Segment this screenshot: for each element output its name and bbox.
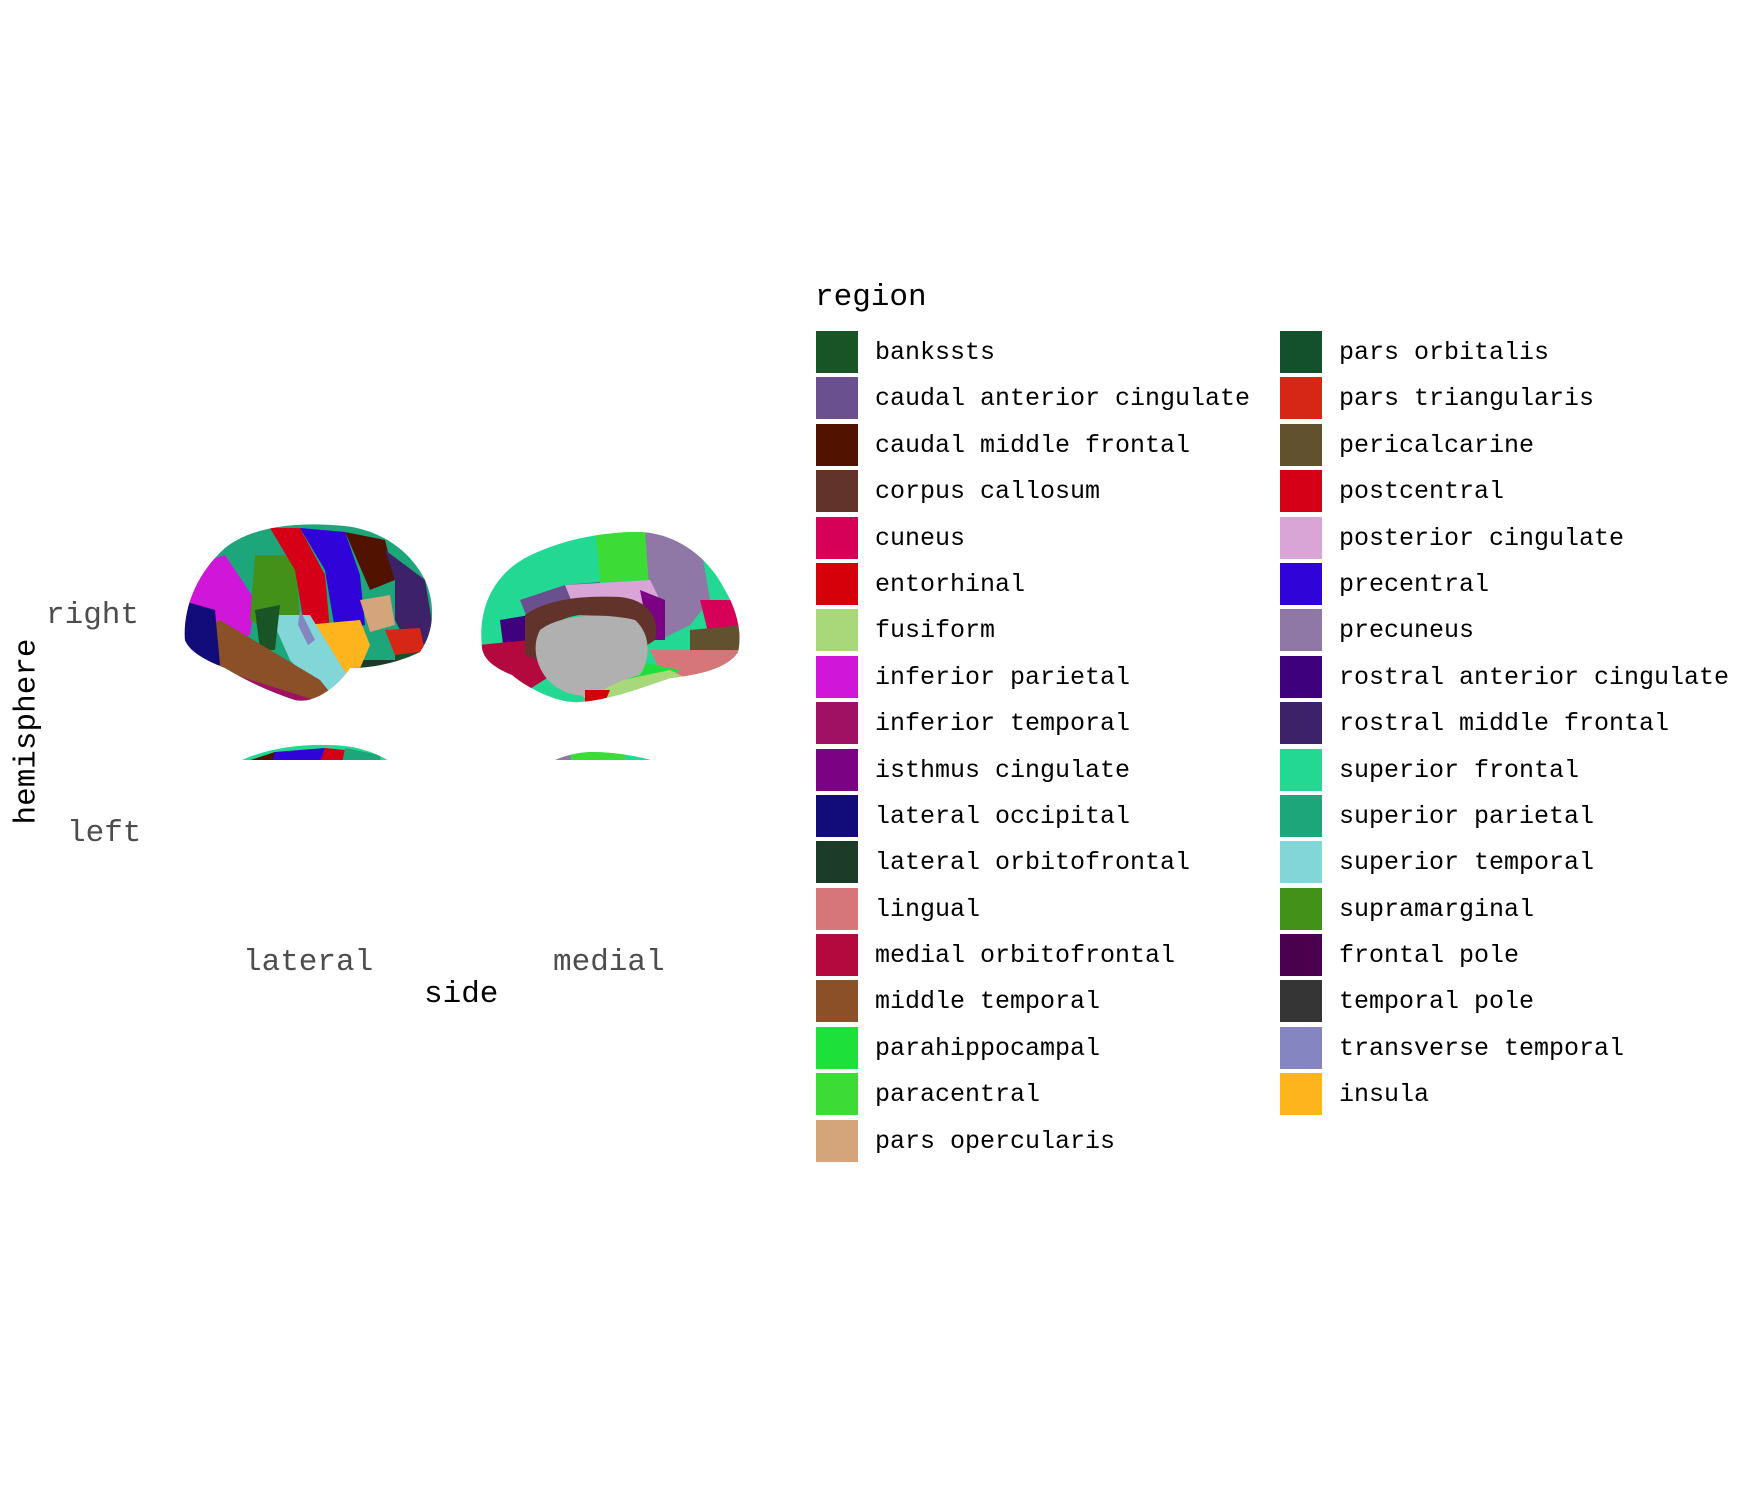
legend-key-swatch [1279,330,1323,374]
legend-key-swatch [1279,979,1323,1024]
legend-label: parahippocampal [875,1033,1101,1063]
legend-label: insula [1339,1080,1430,1110]
legend-key-swatch [815,840,859,885]
legend-key-swatch [1279,701,1323,746]
legend-label: posterior cingulate [1339,523,1625,553]
legend-label: pericalcarine [1339,430,1535,460]
legend-label: postcentral [1339,477,1505,507]
legend-label: lateral orbitofrontal [875,848,1191,878]
legend-key-swatch [1279,469,1323,514]
legend-label: middle temporal [875,987,1101,1017]
legend-label: isthmus cingulate [875,755,1131,785]
legend-label: corpus callosum [875,477,1101,507]
legend-label: inferior temporal [875,709,1131,739]
legend-label: caudal middle frontal [875,430,1191,460]
legend-key-swatch [815,979,859,1024]
legend-key-swatch [815,933,859,978]
legend-label: pars opercularis [875,1126,1116,1156]
legend-key-swatch [815,330,859,374]
legend-key-swatch [1279,1072,1323,1117]
x-axis-title: side [424,977,499,1012]
x-label-medial: medial [553,945,665,980]
legend-key-swatch [815,1025,859,1070]
legend-key-swatch [1279,886,1323,931]
legend-key-swatch [815,747,859,792]
legend-key-swatch [1279,515,1323,560]
brain-panels [184,524,741,760]
legend-key-swatch [1279,654,1323,699]
legend-key-swatch [1279,376,1323,421]
legend-label: precuneus [1339,616,1475,646]
legend-label: rostral anterior cingulate [1339,662,1730,692]
legend-key-swatch [815,376,859,421]
legend-label: frontal pole [1339,941,1520,971]
legend-key-swatch [1279,793,1323,838]
legend-key-swatch [815,1118,859,1163]
legend-label: bankssts [875,338,996,367]
legend-key-swatch [1279,561,1323,606]
legend-label: superior parietal [1339,801,1595,831]
legend-key-swatch [1279,608,1323,653]
legend-key-swatch [815,515,859,560]
legend-label: caudal anterior cingulate [875,384,1251,414]
legend-key-swatch [815,886,859,931]
legend-label: lingual [875,894,981,924]
legend-key-swatch [815,561,859,606]
y-label-right: right [46,598,140,633]
legend-key-swatch [815,469,859,514]
legend-label: cuneus [875,523,966,553]
legend-label: fusiform [875,616,996,646]
legend-label: precentral [1339,569,1490,599]
legend-label: rostral middle frontal [1339,709,1670,739]
brain-medial-left [491,752,741,760]
brain-medial-right [481,532,740,703]
legend-label: paracentral [875,1080,1041,1110]
brain-lateral-right [184,524,433,701]
legend-label: supramarginal [1339,894,1535,924]
legend-key-swatch [815,1072,859,1117]
y-axis-title: hemisphere [9,638,45,825]
legend-key-swatch [815,701,859,746]
legend-key-swatch [1279,840,1323,885]
legend-label: superior temporal [1339,848,1595,878]
legend-key-swatch [1279,1025,1323,1070]
legend-label: medial orbitofrontal [875,941,1176,971]
legend-title: region [815,280,927,315]
legend-key-swatch [815,654,859,699]
legend-key-swatch [1279,933,1323,978]
legend-label: temporal pole [1339,987,1535,1017]
legend-label: inferior parietal [875,662,1131,692]
legend-key-swatch [815,793,859,838]
legend-label: pars orbitalis [1339,338,1550,367]
x-label-lateral: lateral [243,945,374,980]
legend-label: pars triangularis [1339,384,1595,414]
legend-label: transverse temporal [1339,1033,1625,1063]
y-label-left: left [67,816,142,851]
legend-key-swatch [815,422,859,467]
legend-label: entorhinal [875,569,1026,599]
legend-label: superior frontal [1339,755,1580,785]
legend-key-swatch [815,608,859,653]
legend-key-swatch [1279,422,1323,467]
brain-lateral-left [184,744,431,760]
legend-label: lateral occipital [875,801,1131,831]
legend-key-swatch [1279,747,1323,792]
